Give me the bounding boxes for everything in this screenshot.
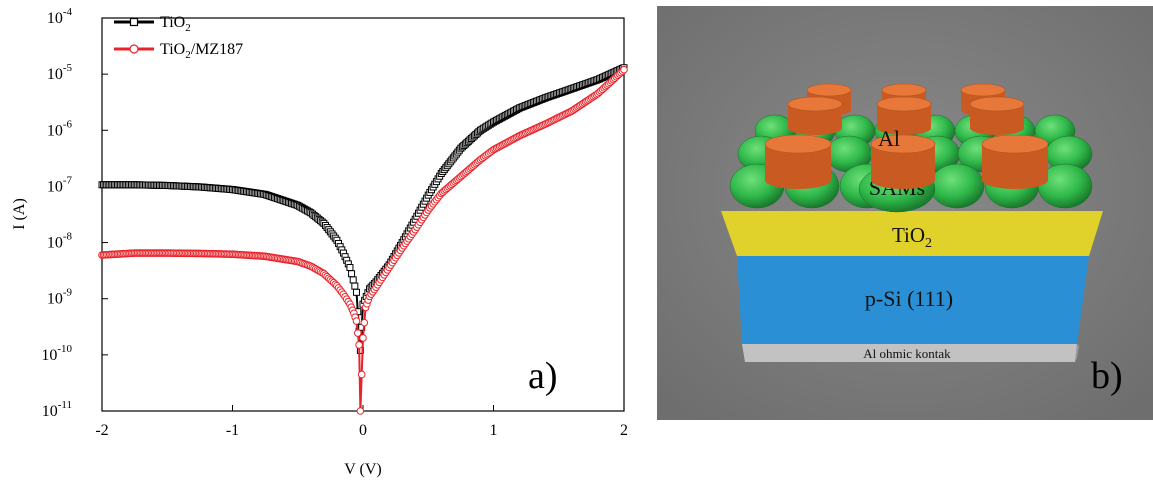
al-contact-label: Al xyxy=(878,126,900,151)
legend: TiO2 TiO2/MZ187 xyxy=(114,14,243,61)
data-point xyxy=(349,276,357,284)
sam-molecule xyxy=(929,163,985,209)
al-cylinder-top xyxy=(969,96,1025,112)
p-si-label: p-Si (111) xyxy=(865,286,953,311)
al-cylinder-top xyxy=(876,96,932,112)
data-point xyxy=(353,329,362,337)
al-cylinder-side xyxy=(788,104,842,135)
al-cylinder xyxy=(764,134,832,189)
al-cylinder-side xyxy=(982,144,1048,189)
y-tick-label: 10-5 xyxy=(47,62,73,83)
y-tick-label: 10-11 xyxy=(42,399,72,420)
data-point xyxy=(351,282,359,290)
al-cylinder xyxy=(981,134,1049,189)
y-tick-label: 10-7 xyxy=(47,174,73,195)
al-cylinder-side xyxy=(871,144,935,189)
tio2-label: TiO2 xyxy=(892,223,932,251)
ohmic-contact-label: Al ohmic kontak xyxy=(863,346,951,361)
data-point xyxy=(357,370,366,379)
y-tick-label: 10-8 xyxy=(47,231,73,252)
x-tick-label: -2 xyxy=(95,422,108,439)
x-axis-label: V (V) xyxy=(344,461,381,478)
al-cylinder-top xyxy=(960,83,1006,97)
axes-ticks: -2 -1 0 1 2 10-4 10-5 10-6 10-7 10-8 10-9 10-10 10-1… xyxy=(41,6,628,439)
data-point xyxy=(346,263,354,271)
y-tick-label: 10-9 xyxy=(47,287,73,308)
al-contacts xyxy=(764,83,1049,189)
iv-chart: -2 -1 0 1 2 10-4 10-5 10-6 10-7 10-8 10-9 10-10 10-1… xyxy=(11,6,628,478)
data-point xyxy=(352,288,360,296)
data-point xyxy=(359,334,367,342)
ohmic-contact-layer xyxy=(742,344,1077,362)
al-cylinder xyxy=(787,96,843,135)
series-tio2 xyxy=(98,64,628,354)
legend-label-tio2-mz187: TiO2/MZ187 xyxy=(160,41,243,61)
al-cylinder xyxy=(870,134,936,189)
y-axis-label: I (A) xyxy=(11,198,28,230)
al-cylinder-top xyxy=(787,96,843,112)
ohmic-contact-side xyxy=(1075,344,1079,362)
data-series xyxy=(98,64,628,415)
al-cylinder-top xyxy=(806,83,852,97)
al-cylinder-side xyxy=(765,144,831,189)
al-cylinder-top xyxy=(870,134,936,154)
data-point xyxy=(360,318,369,327)
y-tick-label: 10-10 xyxy=(41,343,72,364)
al-cylinder-side xyxy=(877,104,931,135)
legend-marker-tio2 xyxy=(129,17,139,27)
panel-label-b: b) xyxy=(1091,355,1123,397)
p-si-layer xyxy=(737,256,1089,344)
al-cylinder xyxy=(876,96,932,135)
al-cylinder-side xyxy=(970,104,1024,135)
x-tick-label: -1 xyxy=(226,422,239,439)
data-point xyxy=(356,407,365,415)
al-cylinder xyxy=(969,96,1025,135)
y-tick-label: 10-4 xyxy=(47,6,73,27)
legend-item-tio2: TiO2 xyxy=(114,14,191,34)
legend-marker-tio2-mz187 xyxy=(129,44,139,54)
data-point xyxy=(355,341,363,349)
data-point xyxy=(348,270,356,278)
y-tick-label: 10-6 xyxy=(47,118,73,139)
al-cylinder-top xyxy=(764,134,832,154)
legend-label-tio2: TiO2 xyxy=(160,14,191,34)
data-point xyxy=(620,65,628,74)
series-tio2-mz187 xyxy=(98,65,628,415)
x-tick-label: 2 xyxy=(620,422,628,439)
tio2-layer xyxy=(721,211,1103,256)
panel-label-a: a) xyxy=(528,355,558,397)
al-cylinder-top xyxy=(881,83,927,97)
x-tick-label: 0 xyxy=(359,422,367,439)
x-tick-label: 1 xyxy=(490,422,498,439)
data-point xyxy=(352,317,361,325)
al-cylinder-top xyxy=(981,134,1049,154)
legend-item-tio2-mz187: TiO2/MZ187 xyxy=(114,41,243,61)
device-schematic: Al ohmic kontak p-Si (111) TiO2 SAMs Al … xyxy=(657,6,1153,420)
